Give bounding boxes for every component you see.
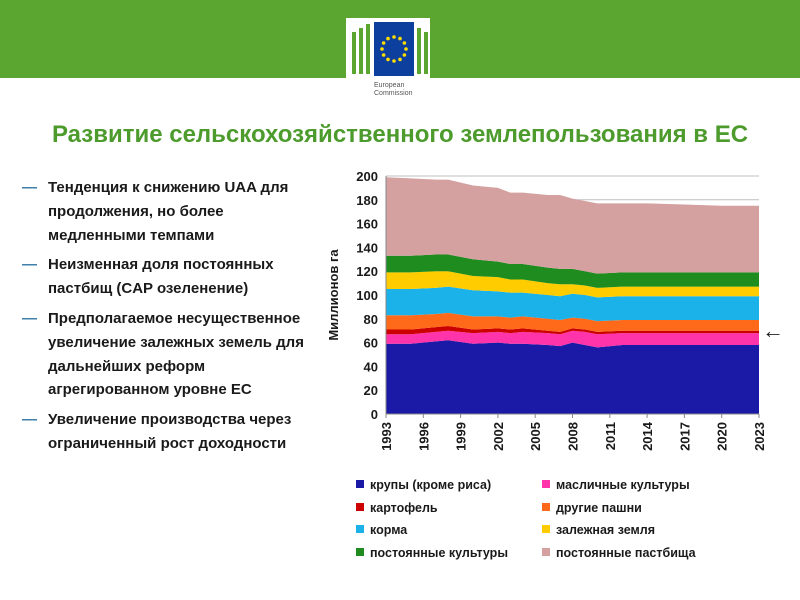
legend-label: корма	[370, 523, 408, 537]
area-series	[386, 340, 759, 414]
bullet-list: — Тенденция к снижению UAA для продолжени…	[22, 176, 322, 462]
y-tick-label: 0	[371, 407, 378, 422]
legend-item: постоянные культуры	[356, 546, 508, 560]
left-arrow-icon: ←	[762, 318, 784, 343]
area-series	[386, 286, 759, 322]
logo-line-2: Commission	[374, 90, 413, 97]
logo-line-1: European	[374, 82, 405, 89]
area-series	[386, 312, 759, 332]
legend-item: другие пашни	[542, 501, 642, 515]
x-tick-label: 1996	[416, 422, 431, 451]
x-tick-label: 2011	[603, 422, 618, 450]
star-icon	[381, 41, 386, 45]
area-series	[386, 177, 759, 274]
legend-label: залежная земля	[556, 523, 656, 537]
x-tick-label: 2008	[566, 422, 581, 451]
x-tick-label: 2005	[528, 422, 543, 451]
bullet-dash: —	[22, 309, 37, 327]
y-tick-label: 20	[364, 383, 378, 398]
x-tick-label: 1993	[379, 422, 394, 451]
star-icon	[380, 47, 384, 51]
x-tick-label: 2020	[715, 422, 730, 451]
y-tick-label: 140	[356, 240, 378, 255]
eu-flag-icon	[352, 22, 428, 76]
legend-swatch	[356, 547, 364, 556]
star-icon	[392, 59, 396, 63]
legend-swatch	[356, 502, 364, 511]
slide-title: Развитие сельскохозяйственного землеполь…	[51, 121, 749, 148]
star-icon	[402, 53, 407, 57]
bullet-item: — Неизменная доля постоянных пастбищ (CAP…	[22, 253, 322, 301]
star-icon	[386, 36, 390, 41]
legend-label: картофель	[370, 500, 438, 515]
legend-item: масличные культуры	[542, 478, 690, 492]
y-tick-label: 40	[364, 359, 378, 374]
bullet-text: Предполагаемое несущественное увеличение…	[48, 309, 304, 399]
y-tick-label: 60	[364, 336, 378, 351]
x-tick-label: 2017	[677, 422, 692, 451]
bullet-item: — Предполагаемое несущественное увеличени…	[22, 307, 322, 402]
star-icon	[404, 47, 408, 51]
land-use-area-chart: 0 20 40 60 80 100 120 140 160 180 200 1993 1996 1999 2…	[326, 169, 766, 451]
area-series	[386, 271, 759, 298]
bullet-text: Неизменная доля постоянных пастбищ (CAP …	[48, 256, 274, 298]
logo-text: European Commission	[374, 82, 413, 98]
bullet-text: Увеличение производства через ограниченн…	[48, 411, 292, 452]
y-tick-label: 120	[356, 264, 378, 279]
legend-item: картофель	[356, 501, 438, 515]
bullet-item: — Увеличение производства через ограничен…	[22, 408, 322, 456]
star-icon	[381, 53, 386, 57]
legend-swatch	[542, 525, 550, 533]
y-tick-label: 200	[356, 169, 378, 184]
y-tick-label: 80	[364, 312, 378, 327]
star-icon	[386, 57, 390, 62]
area-series	[386, 330, 759, 348]
x-tick-label: 2002	[491, 422, 506, 451]
legend-swatch	[542, 480, 550, 488]
legend-swatch	[356, 480, 364, 488]
x-tick-label: 2023	[752, 422, 766, 451]
area-series	[386, 325, 759, 335]
y-tick-label: 180	[356, 193, 378, 208]
legend-item: корма	[356, 523, 407, 537]
area-series	[386, 254, 759, 288]
x-tick-label: 2014	[640, 421, 655, 451]
legend-label: постоянные пастбища	[556, 545, 696, 560]
star-icon	[392, 35, 396, 39]
x-tick-label: 1999	[454, 422, 469, 451]
european-commission-logo: European Commission	[346, 18, 430, 110]
star-icon	[402, 41, 407, 45]
star-icon	[398, 36, 402, 41]
bullet-item: — Тенденция к снижению UAA для продолжени…	[22, 176, 322, 247]
y-tick-label: 100	[356, 288, 378, 303]
legend-swatch	[356, 525, 364, 533]
legend-label: крупы (кроме риса)	[370, 478, 492, 492]
legend-label: масличные культуры	[556, 478, 690, 492]
legend-swatch	[542, 547, 550, 556]
legend-item: постоянные пастбища	[542, 546, 696, 560]
legend-label: другие пашни	[556, 500, 642, 515]
legend-swatch	[542, 502, 550, 511]
legend-label: постоянные культуры	[370, 545, 508, 560]
y-axis-label: Миллионов га	[326, 249, 341, 341]
legend-item: крупы (кроме риса)	[356, 478, 491, 492]
bullet-text: Тенденция к снижению UAA для продолжения…	[48, 179, 289, 244]
bullet-dash: —	[22, 256, 37, 274]
star-icon	[398, 57, 402, 62]
y-tick-label: 160	[356, 217, 378, 232]
bullet-dash: —	[22, 179, 37, 196]
bullet-dash: —	[22, 411, 37, 429]
legend-item: залежная земля	[542, 523, 655, 537]
